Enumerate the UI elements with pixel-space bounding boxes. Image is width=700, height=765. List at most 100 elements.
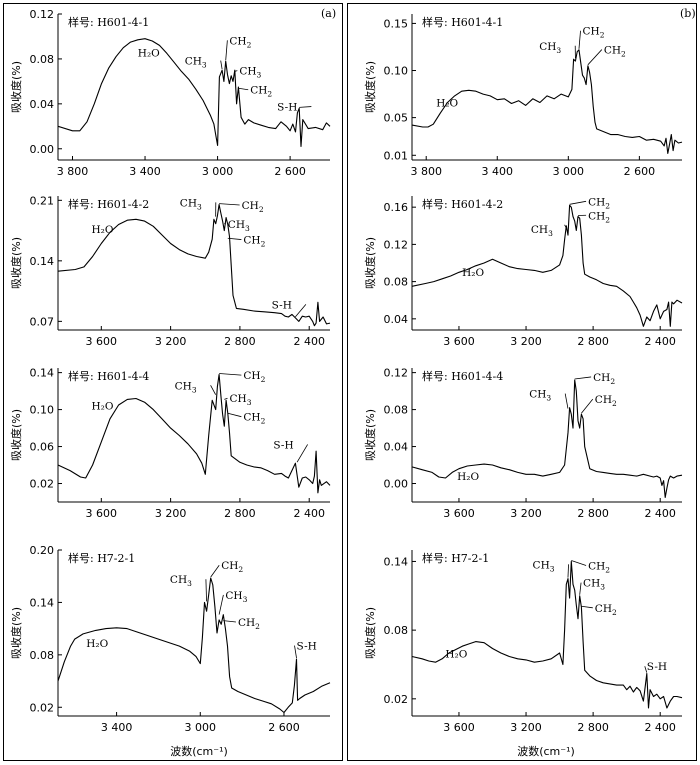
- annotation-leader-a-1-5: [299, 106, 312, 108]
- annotation-leader-a-3-2: [219, 373, 242, 376]
- sample-label-a-2: 样号: H601-4-2: [68, 197, 149, 211]
- y-tick-label-a-4-0: 0.02: [30, 701, 55, 714]
- annotation-a-2-0: H₂O: [91, 224, 113, 236]
- y-tick-label-b-4-1: 0.08: [384, 624, 409, 637]
- annotation-a-2-4: CH2: [243, 235, 265, 249]
- y-axis-title-b-1: 吸收度(%): [363, 61, 377, 113]
- annotation-leader-a-3-1: [210, 385, 217, 395]
- x-tick-label-b-2-2: 2 800: [577, 335, 609, 348]
- chart-a-3: 0.02 0.06 0.10 0.14 3 600 3 200 2 800 2 400 吸收度(…: [9, 367, 331, 520]
- x-axis-title-a: 波数(cm⁻¹): [170, 745, 228, 758]
- annotation-b-4-5: S-H: [647, 661, 667, 673]
- sample-label-b-2: 样号: H601-4-2: [422, 197, 503, 211]
- x-tick-label-b-2-0: 3 600: [443, 335, 475, 348]
- panel-label-a: (a): [321, 7, 336, 20]
- chart-a-2: 0.07 0.14 0.21 3 600 3 200 2 800 2 400 吸收度(%) 样号…: [9, 194, 331, 348]
- annotation-b-2-0: H₂O: [462, 267, 484, 279]
- annotation-b-4-2: CH2: [588, 560, 610, 574]
- y-axis-title-a-2: 吸收度(%): [9, 237, 23, 289]
- y-tick-label-b-3-0: 0.00: [384, 478, 409, 491]
- x-tick-label-a-1-3: 2 600: [274, 165, 306, 178]
- annotation-a-4-3: CH3: [225, 590, 247, 604]
- annotation-leader-a-4-4: [223, 620, 236, 623]
- x-tick-label-a-3-2: 2 800: [224, 507, 256, 520]
- annotation-b-3-2: CH2: [593, 372, 615, 386]
- y-tick-label-b-1-1: 0.05: [384, 112, 409, 125]
- chart-a-4: 0.02 0.08 0.14 0.20 3 400 3 000 2 600 吸收度(%) 样号:…: [9, 544, 331, 734]
- x-tick-label-b-3-3: 2 400: [644, 507, 676, 520]
- x-tick-label-a-2-1: 3 200: [155, 335, 187, 348]
- annotation-leader-b-4-1: [567, 564, 569, 578]
- annotation-a-3-0: H₂O: [91, 401, 113, 413]
- y-tick-label-b-3-1: 0.04: [384, 441, 409, 454]
- y-tick-label-a-2-0: 0.07: [30, 315, 55, 328]
- y-tick-label-a-3-3: 0.14: [30, 367, 55, 380]
- annotation-a-1-4: CH2: [250, 85, 272, 99]
- annotation-b-1-1: CH2: [583, 26, 605, 40]
- x-tick-label-b-3-2: 2 800: [577, 507, 609, 520]
- annotation-leader-b-3-3: [581, 398, 594, 414]
- annotation-b-2-2: CH2: [588, 196, 610, 210]
- x-tick-label-b-3-1: 3 200: [510, 507, 542, 520]
- annotation-a-2-3: CH3: [228, 219, 250, 233]
- sample-label-a-1: 样号: H601-4-1: [68, 15, 149, 29]
- annotation-leader-a-1-1: [225, 40, 228, 61]
- spectrum-line-b-4: [411, 560, 683, 709]
- annotation-leader-b-1-1: [578, 30, 581, 49]
- panel-label-b: (b): [680, 7, 696, 20]
- x-tick-label-b-4-1: 3 200: [510, 721, 542, 734]
- annotation-b-1-2: CH3: [539, 41, 561, 55]
- annotation-leader-b-3-2: [574, 376, 592, 380]
- annotation-b-4-4: CH2: [595, 603, 617, 617]
- y-axis-title-a-1: 吸收度(%): [9, 61, 23, 113]
- chart-a-1: 0.00 0.04 0.08 0.12 3 800 3 400 3 000 2 600 吸收度(…: [9, 8, 331, 178]
- annotation-b-2-1: CH3: [531, 224, 553, 238]
- annotation-b-3-0: H₂O: [457, 471, 479, 483]
- annotation-leader-b-4-4: [581, 605, 593, 609]
- annotation-leader-a-2-2: [219, 203, 240, 206]
- y-tick-label-a-2-1: 0.14: [30, 255, 55, 268]
- sample-label-a-4: 样号: H7-2-1: [68, 551, 135, 565]
- annotation-a-1-5: S-H: [277, 102, 297, 114]
- y-tick-label-a-4-2: 0.14: [30, 596, 55, 609]
- annotation-leader-a-1-3: [234, 70, 238, 72]
- annotation-a-1-1: CH2: [229, 35, 251, 49]
- spectrum-line-a-2: [57, 204, 331, 327]
- y-axis-title-a-3: 吸收度(%): [9, 409, 23, 461]
- x-tick-label-b-4-2: 2 800: [577, 721, 609, 734]
- y-tick-label-b-4-2: 0.14: [384, 555, 409, 568]
- y-tick-label-b-3-3: 0.12: [384, 367, 409, 380]
- y-axis-title-b-3: 吸收度(%): [363, 409, 377, 461]
- panel-a-frame: [3, 3, 343, 761]
- x-tick-label-b-4-0: 3 600: [443, 721, 475, 734]
- annotation-leader-a-3-4: [227, 412, 242, 418]
- chart-b-1: 0.01 0.05 0.10 0.15 3 800 3 400 3 000 2 600 吸收度(…: [363, 14, 683, 178]
- y-axis-title-b-4: 吸收度(%): [363, 607, 377, 659]
- x-tick-label-a-3-1: 3 200: [155, 507, 187, 520]
- x-tick-label-a-1-2: 3 000: [202, 165, 234, 178]
- annotation-leader-b-3-1: [564, 393, 569, 409]
- annotation-leader-b-1-3: [587, 49, 603, 66]
- y-tick-label-b-2-1: 0.08: [384, 276, 409, 289]
- annotation-b-1-3: CH2: [604, 45, 626, 59]
- annotation-leader-a-1-4: [238, 87, 249, 91]
- annotation-leader-a-4-5: [294, 645, 297, 659]
- x-tick-label-a-4-0: 3 400: [101, 721, 133, 734]
- x-tick-label-a-1-0: 3 800: [57, 165, 89, 178]
- y-tick-label-a-1-3: 0.12: [30, 8, 55, 21]
- spectrum-line-b-1: [411, 49, 683, 154]
- annotation-a-3-3: CH3: [230, 393, 252, 407]
- x-tick-label-b-1-1: 3 400: [482, 165, 514, 178]
- annotation-leader-a-4-2: [210, 564, 220, 578]
- x-tick-label-a-2-0: 3 600: [86, 335, 118, 348]
- annotation-b-2-3: CH2: [588, 210, 610, 224]
- annotation-b-1-0: H₂O: [436, 97, 458, 109]
- annotation-a-4-0: H₂O: [86, 638, 108, 650]
- annotation-leader-b-4-5: [644, 666, 648, 673]
- y-tick-label-b-2-3: 0.16: [384, 201, 409, 214]
- x-tick-label-a-3-3: 2 400: [293, 507, 325, 520]
- x-axis-title-b: 波数(cm⁻¹): [517, 745, 575, 758]
- spectrum-line-b-3: [411, 379, 683, 498]
- annotation-a-3-1: CH3: [175, 380, 197, 394]
